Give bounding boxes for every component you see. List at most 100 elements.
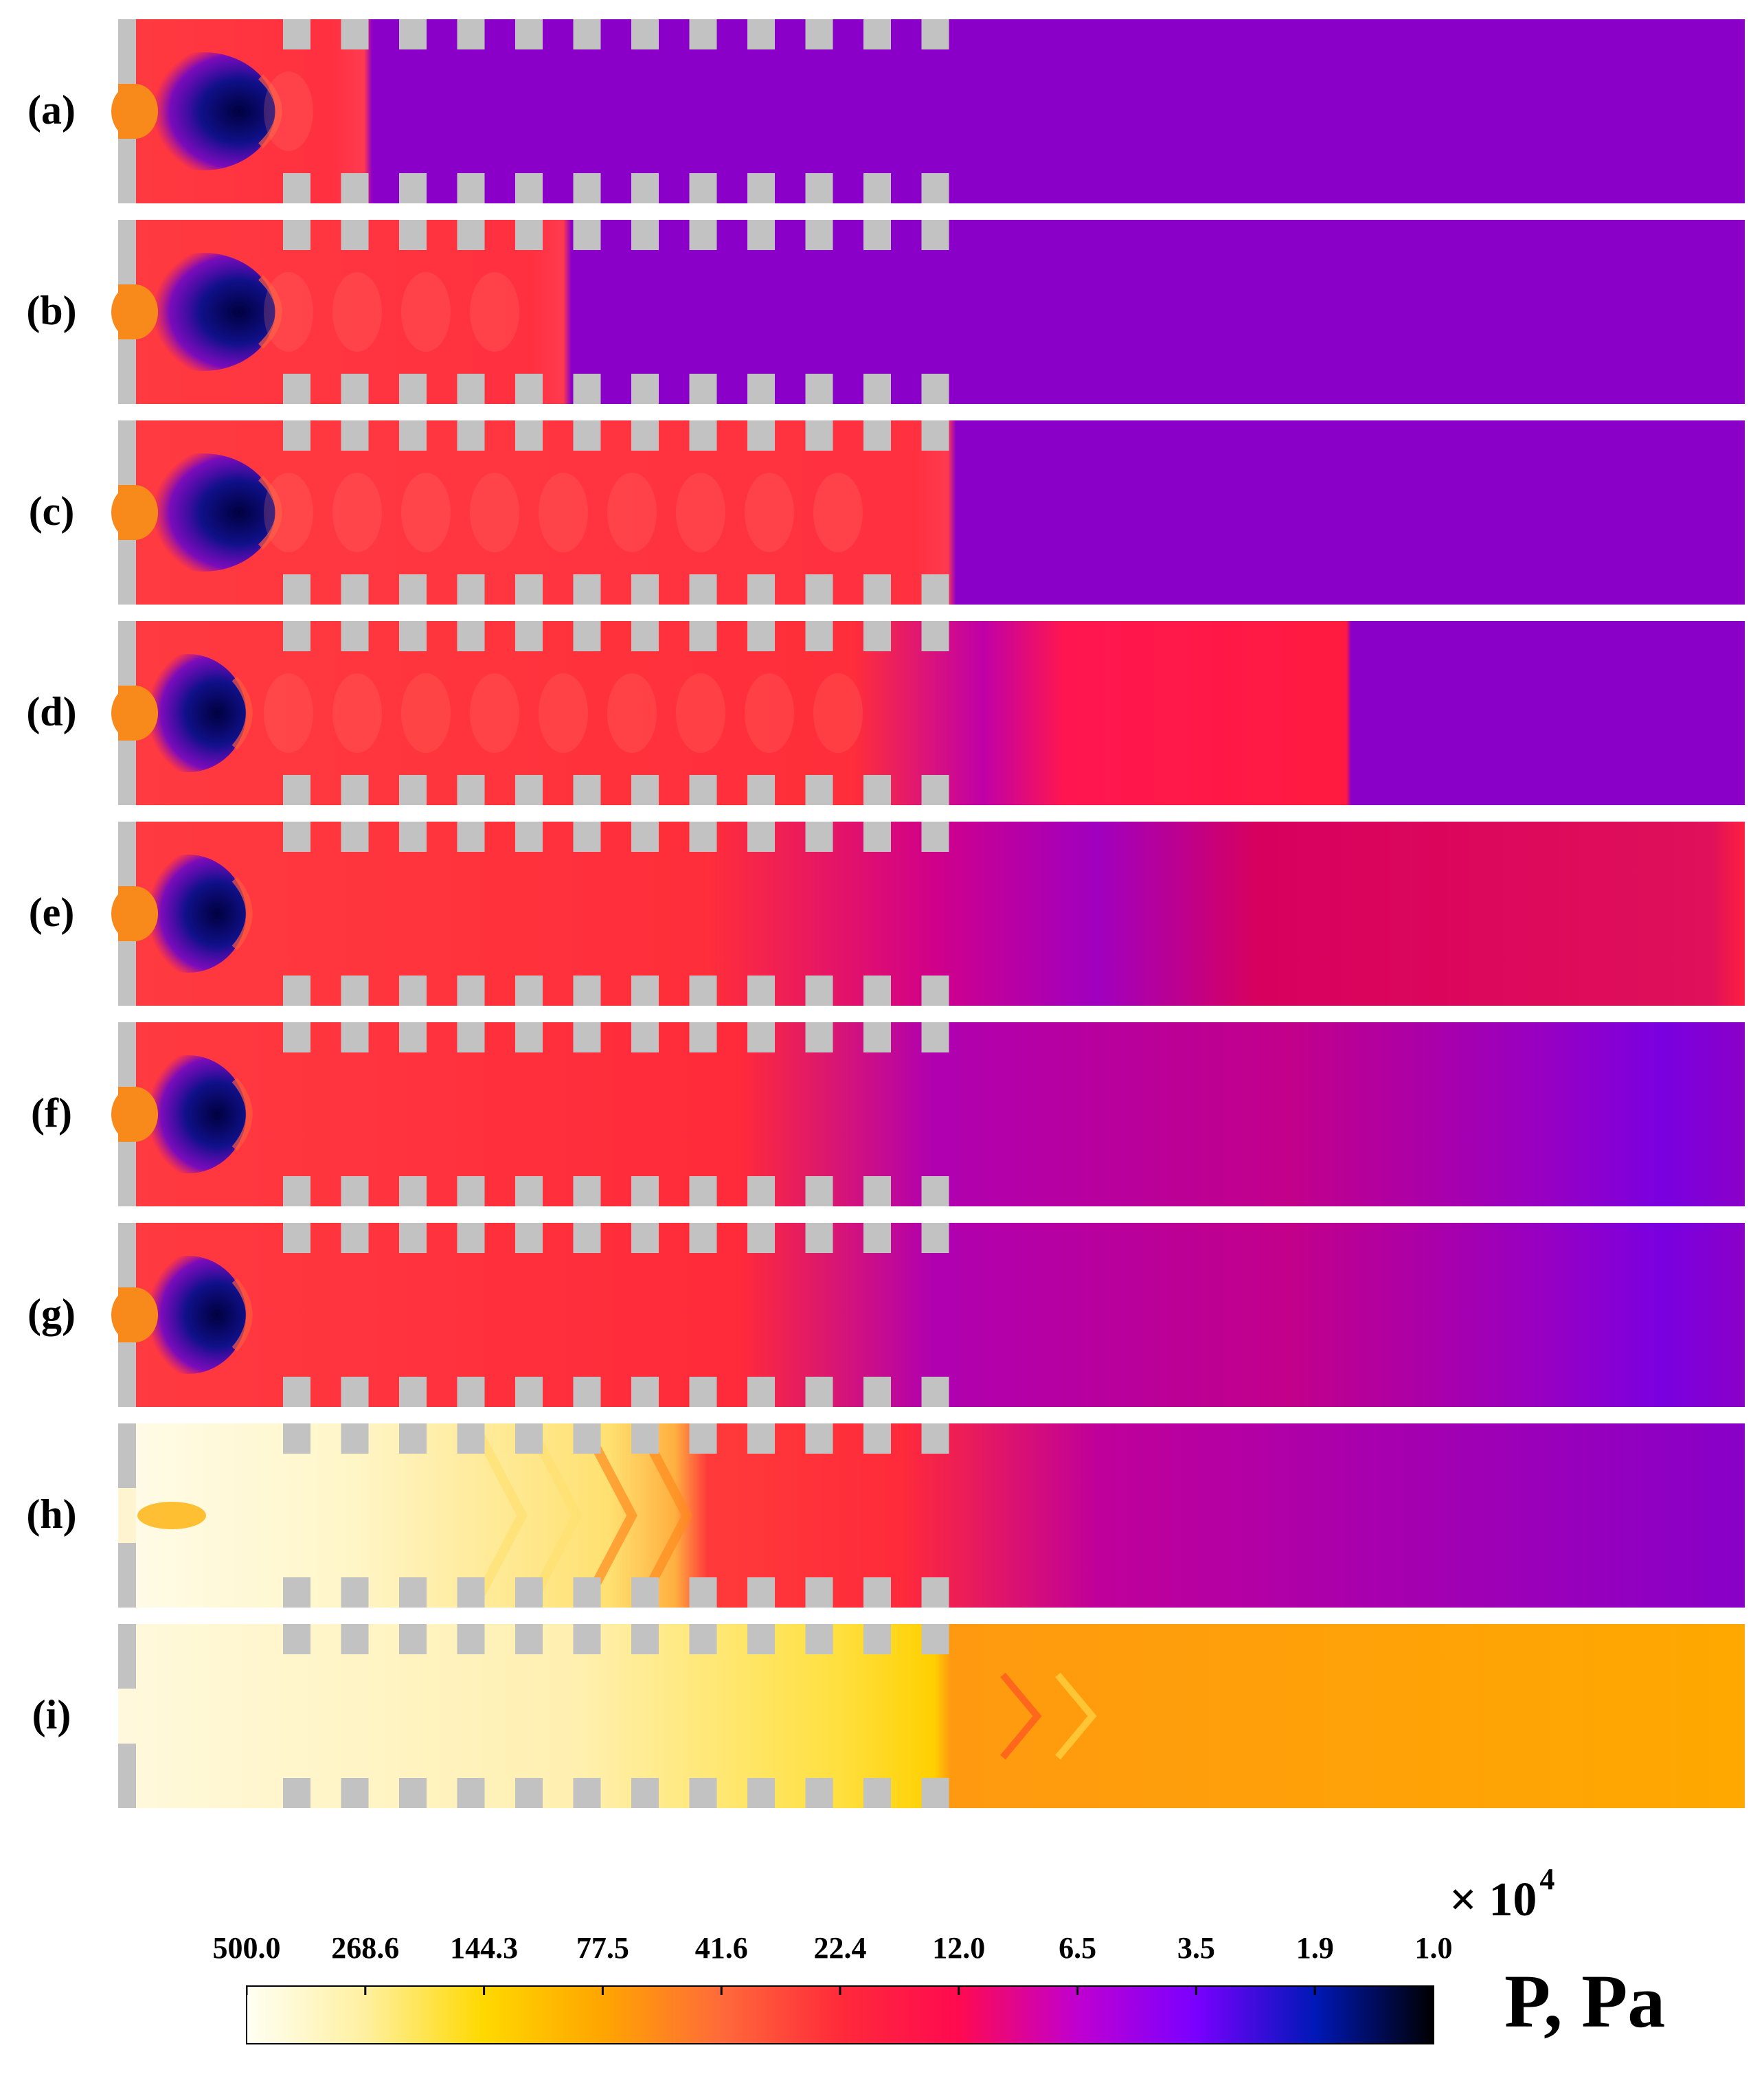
nozzle-plume — [111, 1087, 158, 1142]
baffle-top — [283, 621, 310, 651]
shock-cell — [607, 673, 657, 753]
baffle-top — [747, 220, 775, 250]
baffle-bottom — [863, 775, 891, 805]
colorbar-tick-label: 500.0 — [212, 1931, 281, 1965]
baffle-top — [515, 220, 543, 250]
baffle-bottom — [805, 574, 833, 605]
baffle-top — [341, 1223, 369, 1253]
pressure-panel-e — [111, 822, 1745, 1006]
baffle-bottom — [283, 1778, 310, 1808]
baffle-top — [921, 822, 949, 852]
baffle-top — [399, 1624, 427, 1654]
baffle-top — [747, 822, 775, 852]
baffle-bottom — [921, 1377, 949, 1407]
baffle-top — [283, 1223, 310, 1253]
baffle-bottom — [805, 1176, 833, 1206]
baffle-top — [457, 420, 485, 451]
expansion-zone — [131, 253, 275, 371]
baffle-bottom — [921, 775, 949, 805]
baffle-top — [689, 19, 717, 49]
baffle-top — [631, 621, 659, 651]
baffle-bottom — [573, 1176, 601, 1206]
baffle-top — [457, 621, 485, 651]
baffle-bottom — [631, 775, 659, 805]
baffle-top — [515, 1624, 543, 1654]
baffle-bottom — [515, 1377, 543, 1407]
baffle-bottom — [689, 1377, 717, 1407]
baffle-bottom — [689, 775, 717, 805]
baffle-bottom — [457, 1176, 485, 1206]
baffle-bottom — [747, 173, 775, 203]
baffle-top — [457, 1022, 485, 1052]
baffle-bottom — [631, 1176, 659, 1206]
baffle-top — [515, 19, 543, 49]
baffle-bottom — [747, 775, 775, 805]
pressure-panel-c — [111, 420, 1745, 605]
pressure-field — [124, 621, 1745, 805]
baffle-bottom — [573, 1577, 601, 1608]
expansion-zone — [129, 1055, 247, 1173]
baffle-bottom — [341, 1577, 369, 1608]
baffle-bottom — [747, 976, 775, 1006]
baffle-bottom — [283, 775, 310, 805]
baffle-bottom — [805, 173, 833, 203]
shock-cell — [401, 272, 451, 352]
baffle-top — [573, 420, 601, 451]
colorbar-tick-label: 22.4 — [813, 1931, 867, 1965]
panel-label-d: (d) — [26, 689, 77, 734]
panel-label-i: (i) — [32, 1692, 71, 1737]
shock-cell — [607, 473, 657, 552]
baffle-bottom — [747, 1377, 775, 1407]
shock-diamond — [1000, 1672, 1042, 1760]
baffle-bottom — [457, 1778, 485, 1808]
baffle-bottom — [805, 1577, 833, 1608]
nozzle-plume — [111, 485, 158, 540]
baffle-top — [631, 822, 659, 852]
colorbar-tick-label: 268.6 — [331, 1931, 400, 1965]
baffle-top — [863, 420, 891, 451]
pressure-panel-g — [111, 1223, 1745, 1407]
baffle-top — [515, 1223, 543, 1253]
baffle-top — [573, 822, 601, 852]
baffle-bottom — [631, 173, 659, 203]
baffle-top — [399, 420, 427, 451]
shock-diamond — [1055, 1672, 1097, 1760]
panel-label-c: (c) — [28, 488, 75, 534]
shock-cell — [401, 673, 451, 753]
baffle-bottom — [921, 574, 949, 605]
baffle-top — [573, 1624, 601, 1654]
baffle-top — [863, 19, 891, 49]
baffle-bottom — [863, 1176, 891, 1206]
baffle-bottom — [689, 374, 717, 404]
baffle-top — [689, 220, 717, 250]
baffle-top — [805, 621, 833, 651]
baffle-top — [341, 420, 369, 451]
baffle-bottom — [341, 574, 369, 605]
colorbar — [246, 1985, 1434, 2044]
baffle-bottom — [457, 574, 485, 605]
baffle-bottom — [863, 1778, 891, 1808]
baffle-top — [283, 1624, 310, 1654]
baffle-top — [399, 19, 427, 49]
baffle-top — [689, 1624, 717, 1654]
colorbar-tick-label: 77.5 — [576, 1931, 629, 1965]
baffle-top — [399, 220, 427, 250]
baffle-top — [921, 420, 949, 451]
baffle-top — [747, 621, 775, 651]
baffle-top — [573, 1423, 601, 1454]
baffle-top — [457, 19, 485, 49]
baffle-top — [631, 19, 659, 49]
shock-cell — [470, 673, 519, 753]
panel-label-e: (e) — [28, 890, 75, 935]
baffle-bottom — [805, 1778, 833, 1808]
baffle-bottom — [689, 1778, 717, 1808]
baffle-bottom — [283, 1176, 310, 1206]
colorbar-tick-label: 6.5 — [1059, 1931, 1097, 1965]
baffle-bottom — [573, 1778, 601, 1808]
shock-cell — [539, 473, 588, 552]
baffle-top — [283, 1423, 310, 1454]
baffle-top — [341, 822, 369, 852]
colorbar-tick-label: 1.9 — [1296, 1931, 1334, 1965]
baffle-bottom — [805, 374, 833, 404]
